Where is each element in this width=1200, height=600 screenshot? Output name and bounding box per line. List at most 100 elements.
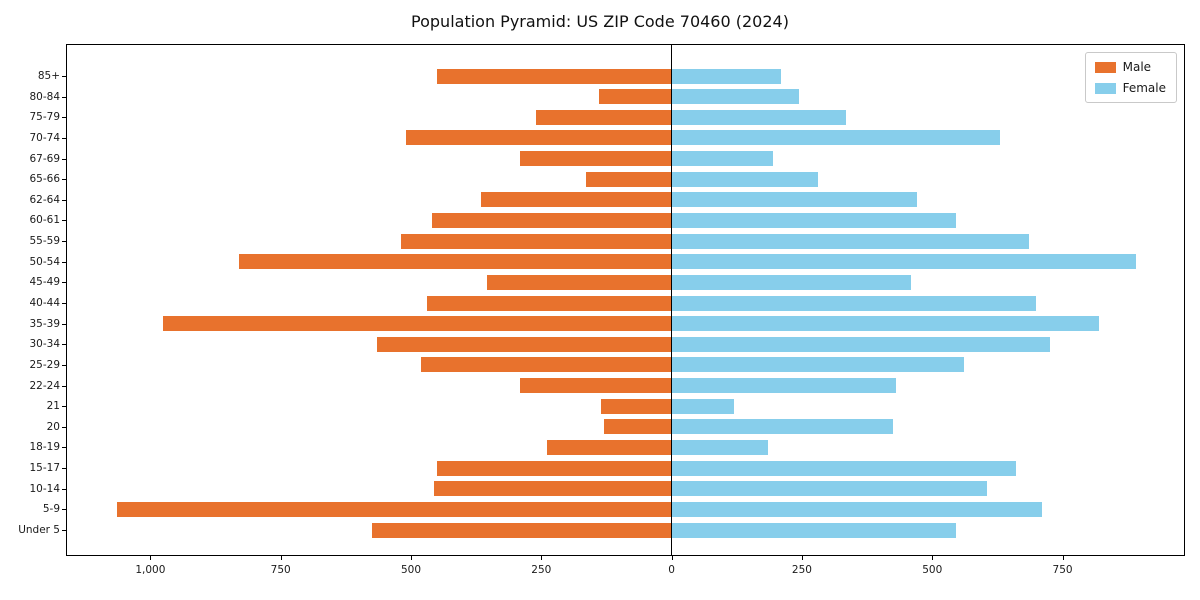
male-bar — [371, 522, 672, 538]
y-tick-label: 65-66 — [29, 173, 60, 186]
x-tick-mark — [411, 556, 412, 560]
legend-item-male: Male — [1094, 60, 1166, 74]
female-bar — [671, 501, 1042, 517]
male-bar — [426, 295, 672, 311]
male-bar — [434, 481, 672, 497]
y-tick-label: 35-39 — [29, 317, 60, 330]
male-bar — [116, 501, 672, 517]
y-tick-mark — [62, 488, 66, 490]
female-bar — [671, 481, 987, 497]
y-tick-mark — [62, 509, 66, 511]
y-tick-label: 10-14 — [29, 482, 60, 495]
y-tick-mark — [62, 364, 66, 366]
female-legend-swatch — [1094, 82, 1116, 94]
male-bar — [481, 192, 672, 208]
male-bar — [437, 460, 672, 476]
x-tick-label: 750 — [1052, 564, 1073, 576]
y-tick-label: 75-79 — [29, 111, 60, 124]
male-bar — [603, 419, 672, 435]
male-bar — [585, 171, 672, 187]
male-bar — [598, 89, 672, 105]
female-bar — [671, 274, 912, 290]
female-bar — [671, 212, 956, 228]
female-bar — [671, 460, 1016, 476]
male-bar — [163, 316, 672, 332]
y-tick-mark — [62, 199, 66, 201]
female-bar — [671, 316, 1100, 332]
female-bar — [671, 109, 847, 125]
female-bar — [671, 68, 782, 84]
y-tick-mark — [62, 344, 66, 346]
y-tick-mark — [62, 385, 66, 387]
y-tick-label: 30-34 — [29, 338, 60, 351]
legend: Male Female — [1084, 52, 1177, 103]
male-bar — [437, 68, 672, 84]
chart-title: Population Pyramid: US ZIP Code 70460 (2… — [411, 12, 789, 31]
y-tick-mark — [62, 406, 66, 408]
male-bar — [421, 357, 672, 373]
y-tick-label: 85+ — [37, 70, 60, 82]
y-tick-mark — [62, 241, 66, 243]
female-bar — [671, 419, 894, 435]
y-tick-label: 45-49 — [29, 276, 60, 289]
female-bar — [671, 171, 818, 187]
y-tick-label: 18-19 — [29, 441, 60, 454]
y-tick-mark — [62, 76, 66, 77]
x-tick-mark — [541, 556, 543, 560]
female-bar — [671, 89, 800, 105]
y-tick-label: 20 — [46, 420, 60, 433]
male-bar — [239, 254, 672, 270]
y-tick-mark — [62, 137, 66, 139]
y-tick-mark — [62, 179, 66, 181]
x-tick-label: 500 — [922, 564, 943, 576]
male-bar — [486, 274, 672, 290]
y-tick-label: Under 5 — [18, 524, 60, 536]
x-tick-label: 750 — [270, 564, 291, 576]
legend-label-male: Male — [1122, 60, 1152, 74]
x-tick-label: 0 — [668, 564, 675, 576]
y-tick-mark — [62, 282, 66, 284]
female-bar — [671, 233, 1029, 249]
y-tick-mark — [62, 261, 66, 263]
male-bar — [431, 212, 672, 228]
female-bar — [671, 439, 769, 455]
y-tick-mark — [62, 426, 66, 428]
y-tick-label: 80-84 — [29, 90, 60, 103]
y-tick-mark — [62, 530, 66, 531]
female-bar — [671, 336, 1050, 352]
y-tick-label: 55-59 — [29, 235, 60, 248]
y-tick-label: 60-61 — [29, 214, 60, 227]
y-tick-label: 50-54 — [29, 255, 60, 268]
female-bar — [671, 398, 735, 414]
male-bar — [405, 130, 672, 146]
male-bar — [520, 378, 672, 394]
male-bar — [601, 398, 672, 414]
x-tick-label: 1,000 — [135, 564, 166, 576]
y-tick-label: 21 — [46, 400, 60, 413]
x-tick-mark — [1062, 556, 1064, 560]
x-tick-label: 250 — [791, 564, 812, 576]
x-tick-mark — [280, 556, 282, 560]
x-tick-mark — [932, 556, 934, 560]
male-bar — [400, 233, 672, 249]
female-bar — [671, 295, 1037, 311]
female-bar — [671, 192, 917, 208]
y-tick-mark — [62, 117, 66, 119]
male-bar — [377, 336, 672, 352]
y-tick-label: 67-69 — [29, 152, 60, 165]
y-tick-mark — [62, 447, 66, 449]
y-tick-mark — [62, 220, 66, 222]
x-tick-mark — [801, 556, 803, 560]
y-tick-label: 22-24 — [29, 379, 60, 392]
female-bar — [671, 254, 1136, 270]
y-tick-mark — [62, 323, 66, 325]
female-bar — [671, 378, 896, 394]
y-tick-label: 70-74 — [29, 131, 60, 144]
male-bar — [546, 439, 672, 455]
legend-item-female: Female — [1094, 81, 1166, 95]
y-tick-label: 15-17 — [29, 462, 60, 475]
female-bar — [671, 357, 964, 373]
x-tick-label: 250 — [531, 564, 552, 576]
male-bar — [520, 151, 672, 167]
